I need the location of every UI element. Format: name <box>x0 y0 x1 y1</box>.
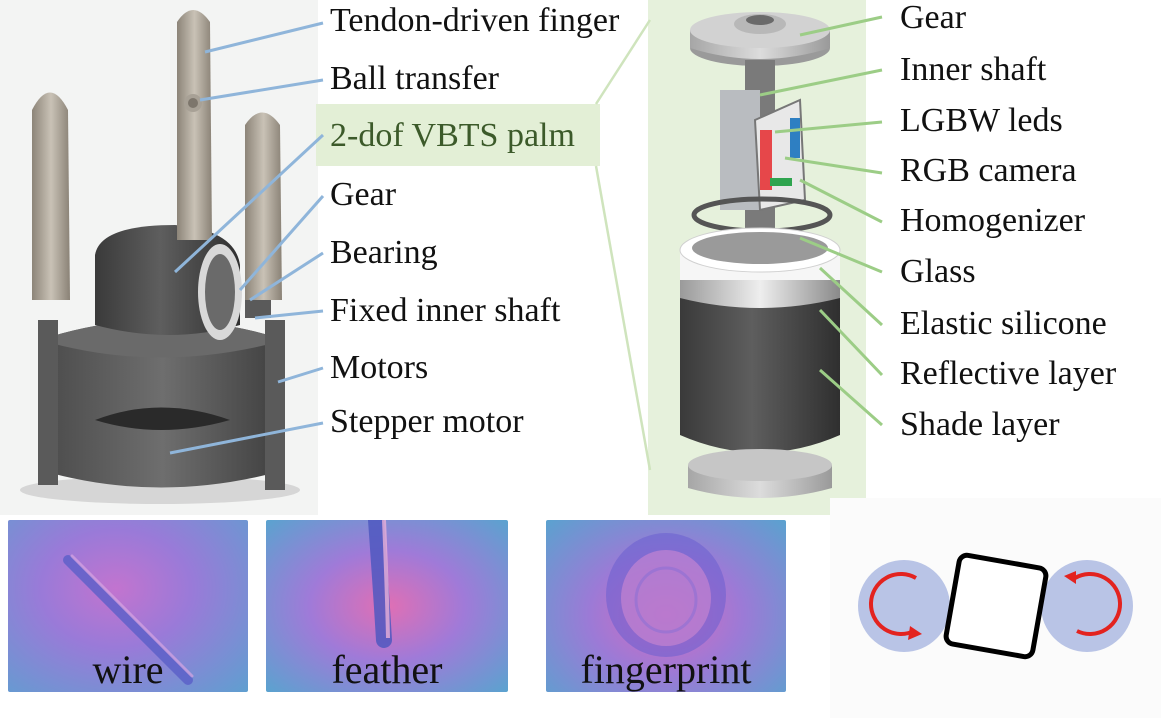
feather-imprint <box>368 520 392 648</box>
label-bearing: Bearing <box>330 234 438 271</box>
label-silicone: Elastic silicone <box>900 305 1107 342</box>
label-inner-shaft: Inner shaft <box>900 51 1047 88</box>
label-camera: RGB camera <box>900 152 1077 189</box>
left-leader-lines <box>169 21 325 455</box>
zoom-connector <box>594 19 652 471</box>
gripper-render <box>20 10 300 504</box>
label-gear-left: Gear <box>330 176 397 213</box>
tactile-image-feather: feather <box>266 520 508 692</box>
rotation-schematic <box>858 552 1133 660</box>
right-rotation-arrow <box>1074 572 1122 636</box>
wire-imprint <box>63 554 194 685</box>
left-arrowhead <box>908 626 922 640</box>
caption-feather: feather <box>331 647 443 692</box>
grasped-object <box>943 552 1049 660</box>
right-leader-lines <box>759 15 884 427</box>
label-palm: 2-dof VBTS palm <box>330 117 575 154</box>
label-homogenizer: Homogenizer <box>900 202 1086 239</box>
tactile-image-wire: wire <box>8 520 248 692</box>
tactile-image-fingerprint: fingerprint <box>546 520 786 692</box>
label-gear-right: Gear <box>900 0 967 36</box>
label-ball-transfer: Ball transfer <box>330 60 499 97</box>
palm-label-highlight <box>316 104 600 166</box>
fingerprint-imprint <box>606 533 726 657</box>
rotation-schematic-panel <box>830 498 1161 718</box>
label-shade: Shade layer <box>900 406 1060 443</box>
label-motors: Motors <box>330 349 429 386</box>
sensor-exploded-view <box>679 12 841 498</box>
label-reflective: Reflective layer <box>900 355 1117 392</box>
left-rotation-arrow <box>869 572 917 636</box>
caption-fingerprint: fingerprint <box>580 647 752 692</box>
right-arrowhead <box>1064 571 1076 584</box>
label-tendon-finger: Tendon-driven finger <box>330 2 620 39</box>
label-leds: LGBW leds <box>900 102 1063 139</box>
label-glass: Glass <box>900 253 976 290</box>
label-fixed-shaft: Fixed inner shaft <box>330 292 561 329</box>
caption-wire: wire <box>92 647 164 692</box>
label-stepper: Stepper motor <box>330 403 524 440</box>
